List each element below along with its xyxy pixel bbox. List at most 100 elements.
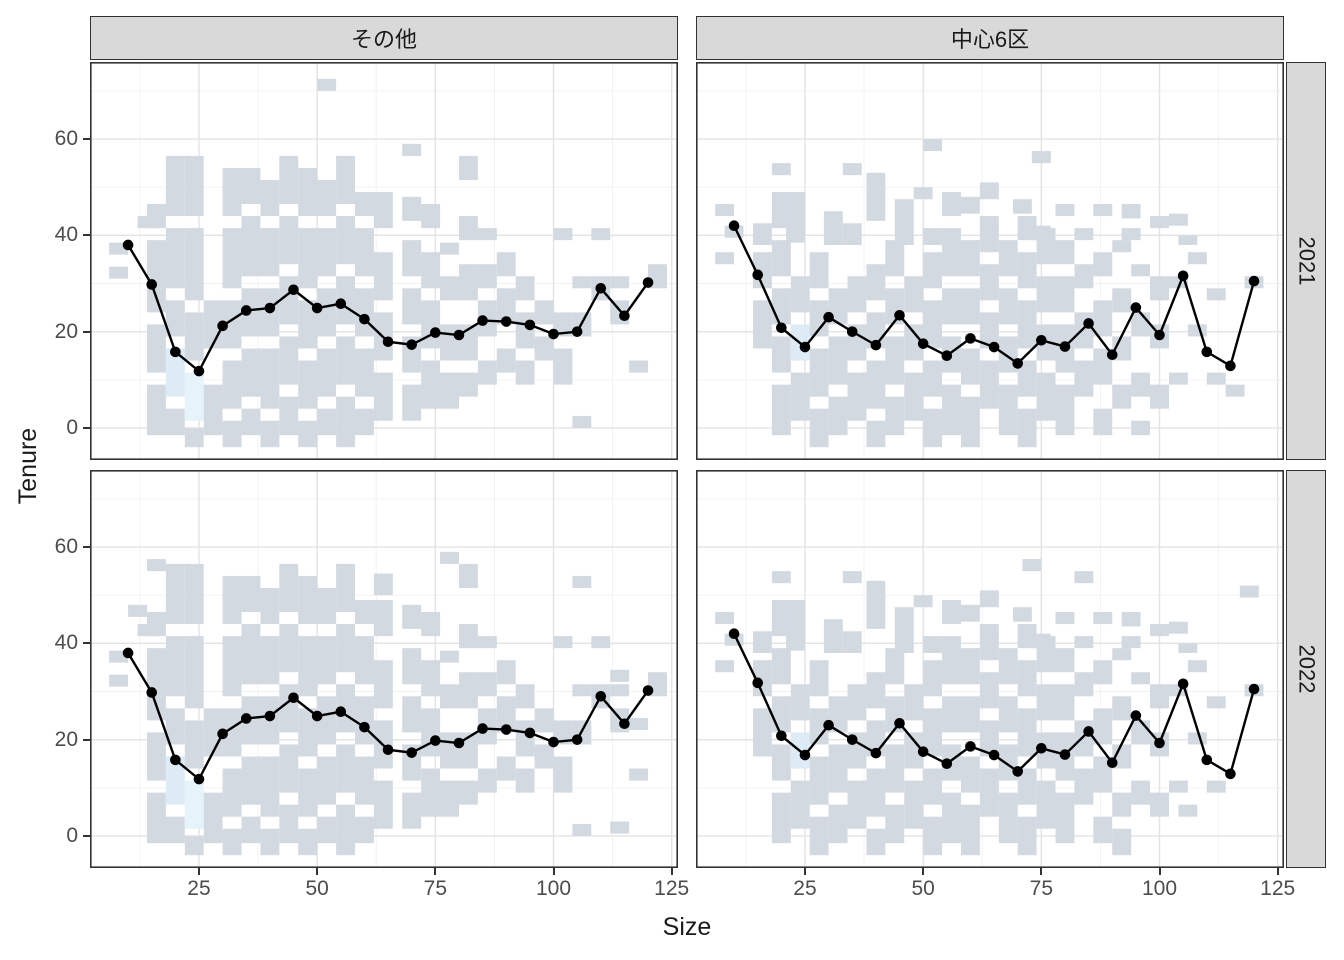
bin-tile <box>572 575 592 588</box>
data-point <box>642 685 654 696</box>
bin-tile <box>1093 348 1113 385</box>
data-point <box>941 758 953 770</box>
bin-tile <box>847 372 867 421</box>
bin-tile <box>534 744 554 769</box>
data-point <box>988 341 1000 353</box>
bin-tile <box>496 252 516 277</box>
bin-tile <box>298 575 318 625</box>
bin-tile <box>942 228 961 277</box>
y-axis-title: Tenure <box>14 427 42 505</box>
bin-tile <box>998 384 1018 436</box>
data-point <box>846 326 858 337</box>
bin-tile <box>610 684 630 697</box>
bin-tile <box>146 792 166 844</box>
bin-tile <box>222 420 242 448</box>
bin-tile <box>298 300 318 349</box>
bin-tile <box>866 264 886 301</box>
bin-tile <box>771 792 791 844</box>
bin-tile <box>942 192 961 217</box>
bin-tile <box>866 828 886 856</box>
data-point <box>1036 743 1047 754</box>
y-tick-label: 40 <box>54 223 78 247</box>
data-point <box>776 322 787 334</box>
bin-tile <box>771 336 791 373</box>
bin-tile <box>1055 648 1075 673</box>
bin-tile <box>1055 792 1075 844</box>
data-point <box>799 341 811 353</box>
data-point <box>917 746 929 757</box>
bin-tile <box>354 228 374 277</box>
bin-tile <box>591 228 611 241</box>
bin-tile <box>1121 636 1141 649</box>
bin-tile <box>336 744 355 793</box>
data-point <box>1177 270 1189 282</box>
bin-tile <box>847 780 867 829</box>
bin-tile <box>222 768 242 817</box>
bin-tile <box>279 396 299 436</box>
bin-tile <box>809 348 829 397</box>
data-point <box>170 754 181 766</box>
bin-tile <box>923 816 943 856</box>
data-point <box>1130 710 1142 721</box>
bin-tile <box>1168 780 1188 793</box>
bin-tile <box>496 348 516 373</box>
bin-tile <box>373 372 393 421</box>
bin-tile <box>1055 384 1075 436</box>
bin-tile <box>515 276 535 301</box>
bin-tile <box>960 804 980 856</box>
data-point <box>193 365 205 377</box>
bin-tile <box>165 708 185 745</box>
x-tick-mark <box>316 868 319 875</box>
bin-tile <box>440 242 459 255</box>
bin-tile <box>402 792 422 829</box>
bin-tile <box>477 768 497 793</box>
bin-tile <box>1206 372 1226 385</box>
x-tick-label: 100 <box>535 877 572 900</box>
x-tick-label: 25 <box>793 877 817 900</box>
bin-tile <box>534 300 554 325</box>
facet-strip-sonota: その他 <box>90 16 678 60</box>
bin-tile <box>298 708 318 757</box>
bin-tile <box>715 204 735 217</box>
facet-strip-chushin6ku: 中心6区 <box>696 16 1284 60</box>
bin-tile <box>771 384 791 436</box>
bin-tile <box>1017 816 1037 856</box>
data-point <box>1248 683 1260 695</box>
bin-tile <box>894 199 914 245</box>
bin-tile <box>1074 264 1094 289</box>
bin-tile <box>109 674 129 687</box>
bin-tile <box>1055 240 1075 265</box>
bin-tile <box>354 600 374 625</box>
bin-tile <box>241 816 261 844</box>
bin-tile <box>515 360 535 385</box>
x-tick-mark <box>922 868 925 875</box>
data-point <box>240 713 252 724</box>
bin-tile <box>354 696 374 745</box>
bin-tile <box>960 604 980 622</box>
bin-tile <box>477 228 497 241</box>
bin-tile <box>942 600 961 625</box>
bin-tile <box>477 264 497 289</box>
bin-tile <box>904 732 924 769</box>
data-point <box>1154 329 1165 341</box>
bin-tile <box>553 312 573 337</box>
bin-tile <box>923 360 943 397</box>
data-point <box>264 302 276 314</box>
bin-tile <box>866 172 886 221</box>
bin-tile <box>923 660 943 697</box>
bin-tile <box>809 816 829 856</box>
bin-tile <box>402 384 422 421</box>
data-point <box>288 284 299 296</box>
panel-border <box>696 470 1284 868</box>
bin-tile <box>960 240 980 277</box>
bin-tile <box>317 179 337 217</box>
bin-tile <box>496 756 516 781</box>
data-point <box>146 687 158 698</box>
data-point <box>571 734 583 745</box>
bin-tile <box>421 360 441 409</box>
bin-tile <box>979 360 999 409</box>
y-tick-label: 0 <box>66 823 78 847</box>
data-point <box>406 747 418 758</box>
data-point <box>524 727 536 739</box>
bin-tile <box>1150 216 1169 229</box>
